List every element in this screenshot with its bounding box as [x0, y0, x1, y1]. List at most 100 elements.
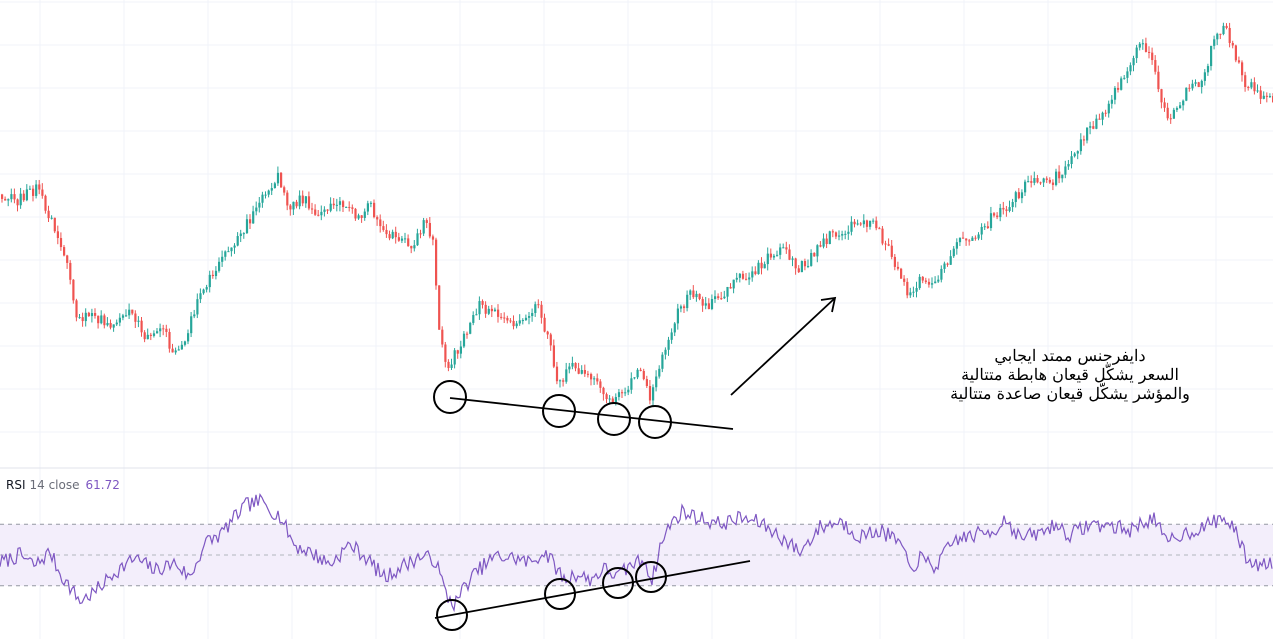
candle-up [515, 323, 518, 327]
candle-up [565, 369, 568, 382]
candle-up [7, 199, 10, 201]
candle-up [655, 376, 658, 388]
candle-up [571, 362, 574, 367]
rsi-low-circle-2[interactable] [544, 578, 576, 610]
candle-up [90, 313, 94, 317]
candle-down [754, 271, 757, 275]
candle-up [1076, 151, 1079, 154]
candle-up [958, 237, 962, 243]
candle-up [236, 236, 239, 246]
rsi-low-circle-3[interactable] [602, 567, 634, 599]
candle-down [797, 268, 800, 273]
candle-up [270, 188, 273, 191]
candle-down [1048, 179, 1051, 183]
candle-up [298, 195, 301, 207]
candle-up [156, 331, 159, 334]
candle-down [466, 333, 469, 335]
rsi-lows-trendline[interactable] [434, 560, 751, 619]
price-low-circle-2[interactable] [542, 394, 576, 428]
rsi-panel[interactable] [0, 493, 1273, 631]
candle-up [152, 333, 156, 336]
candle-down [376, 217, 379, 220]
candle-up [931, 283, 934, 285]
candle-up [1110, 99, 1113, 104]
candle-up [100, 315, 103, 324]
candle-up [534, 304, 537, 314]
price-lows-trendline[interactable] [449, 397, 734, 430]
price-low-circle-3[interactable] [597, 402, 631, 436]
rsi-low-circle-4[interactable] [635, 561, 667, 593]
candle-up [816, 245, 819, 257]
candle-up [940, 268, 943, 280]
candle-up [844, 233, 847, 235]
rsi-legend[interactable]: RSI 14 close 61.72 [6, 478, 120, 492]
price-panel[interactable] [1, 22, 1273, 439]
candle-down [428, 222, 431, 237]
candle-up [78, 317, 81, 319]
candle-up [689, 290, 692, 295]
candle-down [1030, 181, 1033, 183]
candle-up [1203, 72, 1206, 81]
candle-up [1020, 192, 1024, 199]
candle-up [1206, 66, 1210, 73]
divergence-annotation[interactable]: دايفرجنس ممتد ايجابي السعر يشكّل قيعان ه… [925, 346, 1215, 403]
candle-up [1011, 202, 1014, 208]
candle-down [56, 231, 59, 239]
candle-up [1120, 78, 1123, 90]
rsi-drawings[interactable] [434, 560, 751, 631]
candle-up [146, 334, 149, 340]
candle-up [369, 202, 373, 204]
candle-down [602, 387, 605, 395]
candle-down [760, 262, 763, 269]
candle-up [1024, 181, 1027, 193]
price-drawings[interactable] [433, 296, 837, 439]
candle-down [382, 226, 385, 230]
candle-up [664, 349, 667, 355]
candle-down [968, 240, 971, 242]
candle-down [512, 320, 515, 327]
candle-down [1157, 71, 1160, 90]
candle-down [921, 276, 924, 281]
rsi-params: 14 close [29, 478, 80, 492]
candle-down [66, 255, 69, 263]
price-low-circle-4[interactable] [638, 405, 672, 439]
candle-up [524, 317, 528, 321]
candle-down [81, 317, 84, 322]
candle-down [22, 193, 25, 201]
candle-down [642, 370, 645, 380]
candle-up [822, 238, 825, 247]
candle-up [614, 397, 617, 403]
uptrend-arrow[interactable] [730, 298, 835, 396]
candle-down [397, 237, 400, 241]
candle-up [180, 344, 183, 350]
price-low-circle-1[interactable] [433, 380, 467, 414]
candle-down [1219, 33, 1222, 35]
candle-down [974, 237, 977, 239]
candle-up [366, 203, 369, 212]
rsi-low-circle-1[interactable] [436, 599, 468, 631]
candle-down [342, 201, 345, 208]
candle-up [909, 292, 912, 296]
candle-up [593, 378, 596, 380]
candle-down [32, 188, 35, 196]
candle-up [1191, 83, 1194, 89]
candle-up [1073, 153, 1076, 157]
candle-down [741, 273, 745, 279]
candle-up [971, 237, 974, 241]
candle-up [952, 248, 955, 257]
candle-up [627, 389, 630, 393]
candle-down [1058, 171, 1061, 179]
candle-down [611, 398, 614, 403]
candle-up [667, 339, 670, 350]
candle-up [174, 350, 177, 353]
candle-down [683, 306, 686, 309]
candle-down [431, 236, 435, 240]
rsi-value: 61.72 [85, 478, 120, 492]
candle-down [503, 317, 506, 319]
candle-up [1172, 109, 1175, 119]
candle-down [162, 328, 165, 330]
candle-up [779, 247, 782, 255]
candle-up [1182, 100, 1185, 106]
